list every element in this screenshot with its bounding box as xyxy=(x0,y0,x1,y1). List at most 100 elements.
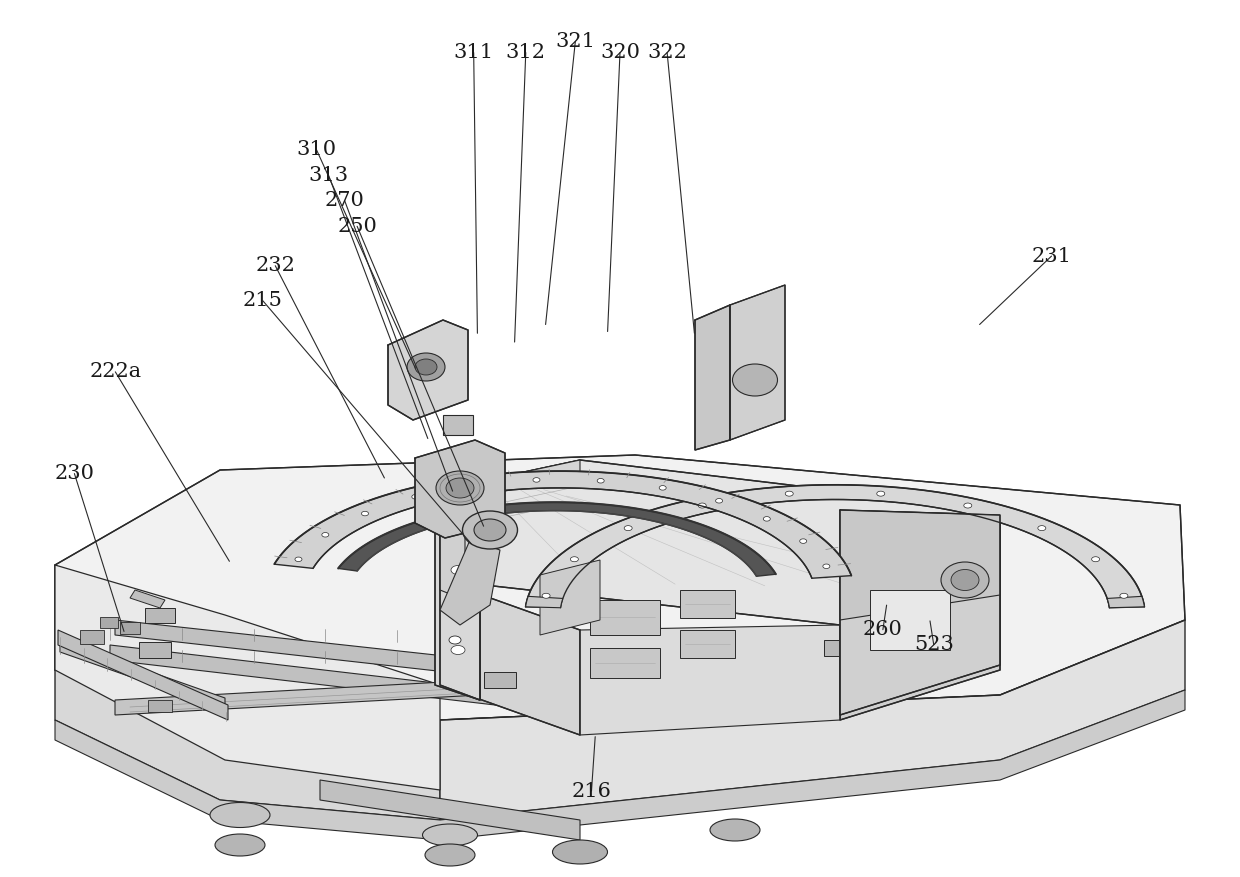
Ellipse shape xyxy=(362,511,368,516)
Ellipse shape xyxy=(412,495,419,499)
Ellipse shape xyxy=(733,364,777,396)
Ellipse shape xyxy=(449,516,461,524)
Ellipse shape xyxy=(764,517,770,521)
Ellipse shape xyxy=(210,802,270,828)
Polygon shape xyxy=(526,596,563,608)
Ellipse shape xyxy=(951,569,980,590)
Polygon shape xyxy=(440,490,480,700)
Ellipse shape xyxy=(660,486,666,490)
Ellipse shape xyxy=(451,645,465,654)
Text: 322: 322 xyxy=(647,43,687,62)
Bar xyxy=(145,608,175,623)
Bar xyxy=(590,600,660,635)
Text: 313: 313 xyxy=(309,166,348,185)
Ellipse shape xyxy=(407,353,445,381)
Ellipse shape xyxy=(451,566,465,574)
Ellipse shape xyxy=(463,511,517,549)
Bar xyxy=(148,700,172,712)
Ellipse shape xyxy=(451,525,465,534)
Polygon shape xyxy=(388,320,467,420)
Ellipse shape xyxy=(446,478,474,498)
Polygon shape xyxy=(115,620,895,678)
Polygon shape xyxy=(115,657,900,715)
Polygon shape xyxy=(440,490,465,600)
Polygon shape xyxy=(60,640,224,710)
Polygon shape xyxy=(58,630,228,720)
Ellipse shape xyxy=(711,819,760,841)
Polygon shape xyxy=(274,471,852,578)
Bar xyxy=(100,617,118,628)
Ellipse shape xyxy=(877,491,885,496)
Text: 311: 311 xyxy=(454,43,494,62)
Ellipse shape xyxy=(474,519,506,541)
Ellipse shape xyxy=(1038,525,1045,531)
Ellipse shape xyxy=(449,556,461,564)
Polygon shape xyxy=(443,415,472,435)
Polygon shape xyxy=(415,440,505,538)
Text: 321: 321 xyxy=(556,32,595,51)
Bar xyxy=(484,672,516,688)
Text: 231: 231 xyxy=(1032,246,1071,266)
Polygon shape xyxy=(440,460,999,625)
Ellipse shape xyxy=(823,564,830,568)
Ellipse shape xyxy=(215,834,265,856)
Text: 260: 260 xyxy=(863,620,903,639)
Polygon shape xyxy=(440,460,580,505)
Text: 230: 230 xyxy=(55,464,94,483)
Ellipse shape xyxy=(451,605,465,615)
Bar xyxy=(680,630,735,658)
Polygon shape xyxy=(110,645,900,705)
Polygon shape xyxy=(440,620,1185,820)
Polygon shape xyxy=(526,485,1145,608)
Ellipse shape xyxy=(941,562,990,598)
Text: 270: 270 xyxy=(325,191,365,210)
Polygon shape xyxy=(580,625,839,735)
Bar xyxy=(120,622,140,634)
Ellipse shape xyxy=(698,503,707,508)
Ellipse shape xyxy=(1091,557,1100,562)
Ellipse shape xyxy=(1120,593,1128,598)
Text: 523: 523 xyxy=(914,635,954,654)
Bar xyxy=(870,590,950,650)
Ellipse shape xyxy=(436,471,484,505)
Ellipse shape xyxy=(715,498,723,503)
Text: 312: 312 xyxy=(506,43,546,62)
Ellipse shape xyxy=(423,824,477,846)
Ellipse shape xyxy=(295,557,303,561)
Polygon shape xyxy=(55,690,1185,840)
Polygon shape xyxy=(339,503,776,576)
Polygon shape xyxy=(55,565,440,790)
Ellipse shape xyxy=(449,596,461,604)
Text: 216: 216 xyxy=(572,781,611,801)
Polygon shape xyxy=(130,590,165,608)
Text: 250: 250 xyxy=(337,217,377,236)
Polygon shape xyxy=(55,670,440,820)
Bar xyxy=(590,648,660,678)
Ellipse shape xyxy=(542,593,551,598)
Text: 310: 310 xyxy=(296,139,336,159)
Bar xyxy=(848,659,872,671)
Bar xyxy=(139,642,171,658)
Polygon shape xyxy=(1107,596,1145,608)
Ellipse shape xyxy=(963,503,972,508)
Polygon shape xyxy=(440,540,500,625)
Polygon shape xyxy=(839,510,999,620)
Text: 232: 232 xyxy=(255,256,295,275)
Polygon shape xyxy=(539,560,600,635)
Text: 320: 320 xyxy=(600,43,640,62)
Ellipse shape xyxy=(624,525,632,531)
Ellipse shape xyxy=(598,479,604,483)
Ellipse shape xyxy=(570,557,578,562)
Ellipse shape xyxy=(322,532,329,537)
Bar xyxy=(81,630,104,644)
Bar xyxy=(825,640,856,656)
Bar xyxy=(680,590,735,618)
Ellipse shape xyxy=(553,840,608,864)
Ellipse shape xyxy=(785,491,794,496)
Polygon shape xyxy=(320,780,580,840)
Polygon shape xyxy=(55,455,1185,720)
Polygon shape xyxy=(440,580,580,735)
Text: 215: 215 xyxy=(243,291,283,310)
Ellipse shape xyxy=(425,844,475,866)
Polygon shape xyxy=(839,510,999,715)
